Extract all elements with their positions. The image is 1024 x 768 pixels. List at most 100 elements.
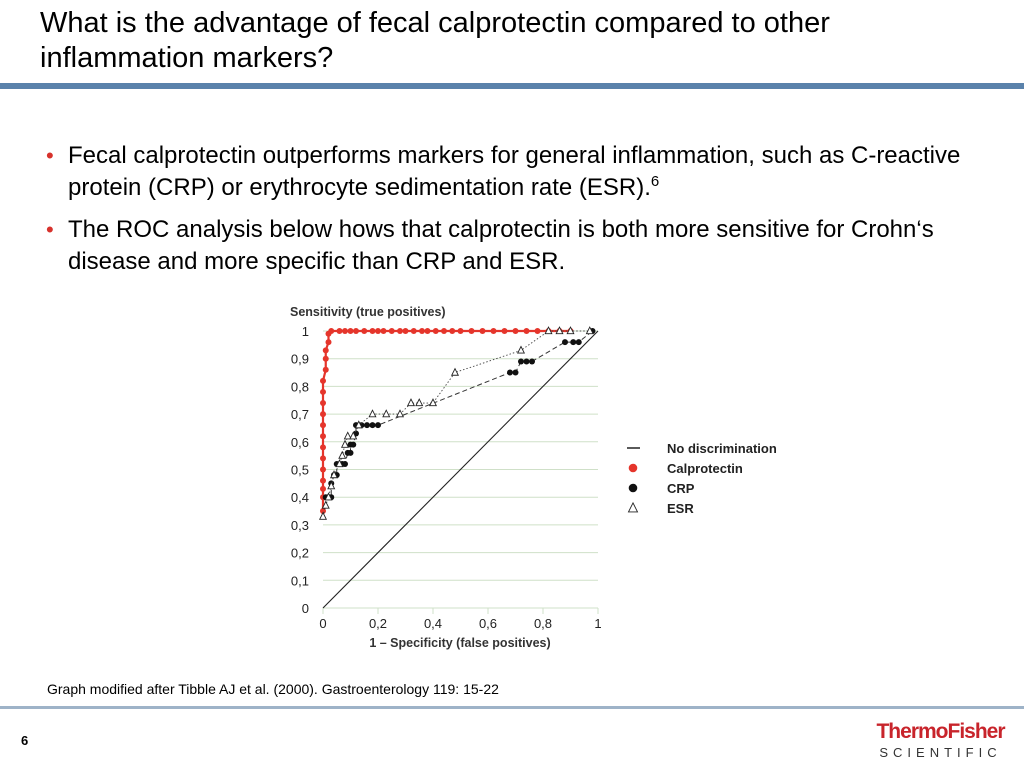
crp-point [364,422,370,429]
y-tick-label: 0,4 [291,490,309,505]
x-tick-label: 0,2 [369,616,387,631]
calprotectin-point [336,328,343,334]
x-tick-label: 0 [319,616,326,631]
y-tick-label: 0,2 [291,546,309,561]
esr-point [450,367,460,376]
crp-point [562,339,568,346]
bullet-text: Fecal calprotectin outperforms markers f… [68,142,961,201]
calprotectin-point [353,328,359,334]
crp-point [529,358,535,365]
logo-wordmark: ThermoFisher [876,720,1005,743]
calprotectin-point [479,328,486,334]
crp-point [350,441,357,448]
esr-point [585,326,594,335]
esr-point [555,326,564,335]
calprotectin-point [457,328,464,334]
source-caption: Graph modified after Tibble AJ et al. (2… [47,681,499,697]
crp-point [512,369,519,376]
chart-ticks: 0 0,1 0,2 0,3 0,4 0,5 0,6 0,7 0,8 0,9 1 0 0,2 0,4 0,6 0… [291,324,602,631]
esr-point [566,326,575,335]
calprotectin-point [490,328,497,334]
esr-point [354,420,363,429]
esr-point [382,409,391,418]
legend-label-no-discrimination: No discrimination [667,441,777,456]
y-tick-label: 0,7 [291,407,309,422]
calprotectin-point [388,328,395,334]
esr-point [349,431,358,440]
legend-label-esr: ESR [667,501,694,516]
calprotectin-point [320,388,326,395]
legend-dot-icon [628,483,638,493]
y-tick-label: 0 [302,601,309,616]
calprotectin-point [320,422,326,429]
bullet-reference: 6 [650,173,660,190]
calprotectin-point [320,485,326,492]
crp-point [570,339,577,346]
calprotectin-point [322,366,329,373]
esr-point [368,409,377,418]
calprotectin-point [320,411,326,418]
calprotectin-point [424,328,431,334]
calprotectin-point [320,444,326,451]
y-tick-label: 0,9 [291,352,309,367]
calprotectin-point [320,377,326,384]
esr-point [428,398,438,407]
calprotectin-point [320,400,326,407]
x-tick-label: 0,4 [424,616,442,631]
calprotectin-point [449,328,456,334]
crp-point [523,358,530,365]
crp-line [325,330,593,498]
y-tick-label: 0,5 [291,463,309,478]
esr-point [335,459,344,468]
calprotectin-point [468,328,475,334]
legend-triangle-icon [627,501,639,513]
bullet-dot-icon: • [46,143,54,168]
legend-label-crp: CRP [667,481,695,496]
bullet-item: • The ROC analysis below hows that calpr… [44,214,1004,278]
crp-point [342,460,348,467]
calprotectin-point [512,328,519,334]
crp-point [507,369,513,376]
calprotectin-point [441,328,447,334]
calprotectin-point [328,328,335,334]
bullet-list: • Fecal calprotectin outperforms markers… [44,140,1004,288]
esr-point [516,345,526,354]
calprotectin-point [320,433,326,440]
calprotectin-point [375,328,381,334]
thermo-fisher-logo: ThermoFisher SCIENTIFIC [868,720,1013,762]
footer-divider [0,706,1024,709]
calprotectin-point [361,328,368,334]
esr-point [406,398,416,407]
calprotectin-point [501,328,508,334]
esr-point [343,431,352,440]
esr-point [324,492,333,501]
calprotectin-point [369,328,376,334]
esr-point [318,511,328,520]
chart-series [318,326,599,609]
legend-label-calprotectin: Calprotectin [667,461,743,476]
esr-point [395,409,405,418]
crp-point [347,449,354,456]
y-tick-label: 0,1 [291,573,309,588]
calprotectin-point [380,328,387,334]
calprotectin-point [325,339,332,346]
chart-legend: No discrimination Calprotectin CRP ESR [627,441,777,516]
calprotectin-point [320,477,326,484]
calprotectin-point [347,328,354,334]
crp-point [575,339,582,346]
logo-subtitle: SCIENTIFIC [879,745,1002,760]
calprotectin-point [322,355,329,362]
esr-point [415,398,424,407]
y-axis-label: Sensitivity (true positives) [290,305,446,319]
calprotectin-point [419,328,425,334]
esr-point [321,500,330,509]
calprotectin-point [322,347,329,354]
page-number: 6 [21,733,29,748]
y-tick-label: 0,3 [291,518,309,533]
crp-point [375,422,381,429]
no-discrimination-line [322,330,599,609]
esr-point [544,326,553,335]
calprotectin-point [523,328,530,334]
roc-chart: Sensitivity (true positives) 1 – Specifi… [290,305,777,650]
calprotectin-point [402,328,409,334]
